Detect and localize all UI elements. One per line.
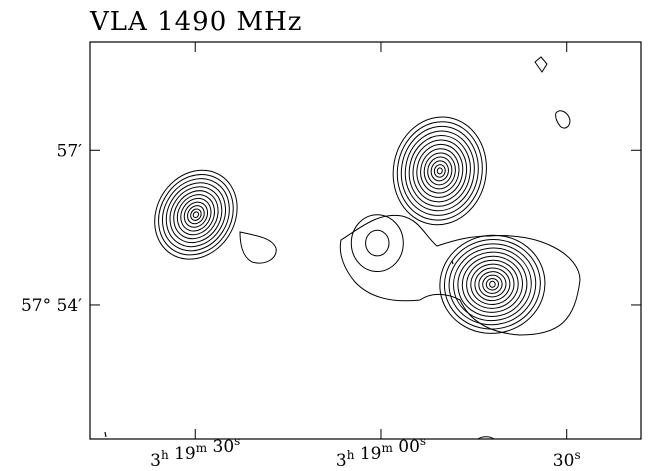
contour-source-3-level-4 [453,247,532,322]
contour-source-1-level-2 [158,173,234,256]
contour-source-3-level-1 [439,234,546,334]
contour-source-3-level-8 [470,263,515,305]
chart-title: VLA 1490 MHz [89,7,303,37]
x-tick-label-3: 30s [553,448,581,471]
contour-source-2-level-5 [408,135,471,207]
contour-source-3-level-5 [457,251,528,317]
contour-source-3-level-6 [461,255,523,313]
contour-source-1-level-6 [173,190,219,240]
y-axis-ticks: 57′ 57° 54′ [21,141,641,316]
contour-source-3-level-3 [448,243,537,326]
contour-source-3-level-13 [489,280,496,288]
contour-source-2-level-8 [420,148,460,194]
y-tick-label-2: 57° 54′ [21,296,82,316]
contour-source-2-level-4 [404,130,475,212]
contour-source-1-level-1 [154,169,238,260]
contour-source-2-level-12 [433,164,446,178]
minor-features [104,56,571,440]
contour-source-1-level-9 [183,201,209,228]
contour-source-1-level-11 [190,208,202,221]
x-axis-ticks: 3h 19m 30s 3h 19m 00s 30s [150,42,581,471]
x-tick-label-2: 3h 19m 00s [336,434,426,471]
contour-dot-center [451,260,454,265]
contour-source-2-level-6 [412,139,468,203]
contour-source-4-level-1 [350,214,404,273]
contour-source-4-level-2 [365,229,390,257]
contour-blob-upper-1 [534,56,548,73]
contour-tail-left [239,231,277,264]
contour-source-2-level-3 [400,125,479,216]
contour-source-1-level-4 [165,182,226,248]
contour-source-2-level-9 [423,152,456,190]
contour-dot-lower-left [104,431,107,438]
contour-source-2-level-13 [436,167,443,175]
contour-source-1-level-3 [162,178,230,252]
contour-blob-upper-2 [555,110,571,129]
plot-frame [89,41,642,440]
contour-source-2-level-1 [392,116,487,226]
contour-source-3-level-9 [474,267,511,302]
contour-source-1-level-8 [180,197,212,232]
contour-source-3-level-12 [485,278,499,291]
contour-source-1-level-5 [169,186,223,244]
contour-source-1-level-12 [192,211,200,219]
contour-source-3-level-11 [482,274,503,294]
contour-source-3-level-2 [443,239,541,330]
contour-layer [154,116,581,336]
contour-blob-bottom-edge [477,436,495,440]
contour-source-1-level-7 [176,194,215,236]
contour-source-1-level-10 [187,205,205,225]
contour-source-2-level-7 [416,143,464,198]
y-tick-label-1: 57′ [57,141,83,161]
contour-source-3-level-7 [466,259,519,309]
x-tick-label-1: 3h 19m 30s [150,434,240,471]
contour-source-2-level-11 [430,160,449,182]
contour-envelope-central [339,214,581,336]
contour-source-2-level-10 [427,156,453,186]
contour-source-2-level-2 [396,121,483,221]
contour-source-3-level-10 [478,271,507,298]
